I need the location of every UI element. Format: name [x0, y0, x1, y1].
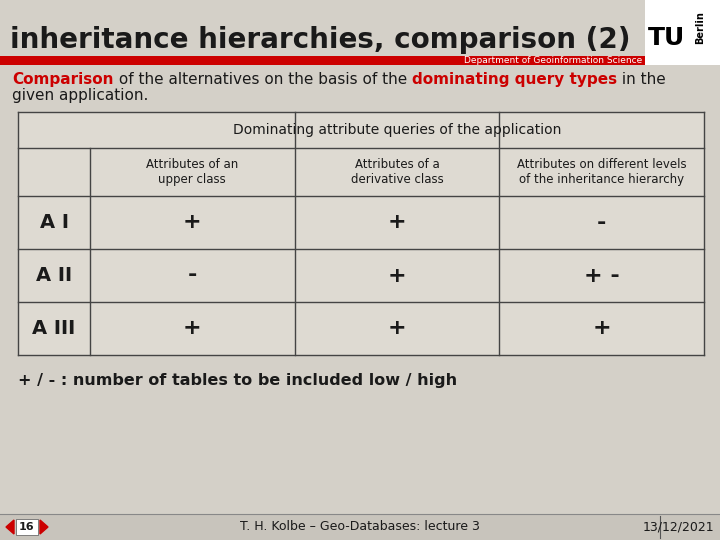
Text: Department of Geoinformation Science: Department of Geoinformation Science: [464, 56, 642, 65]
Text: Attributes of an
upper class: Attributes of an upper class: [146, 158, 238, 186]
Text: Berlin: Berlin: [695, 11, 705, 44]
Text: +: +: [387, 319, 406, 339]
Text: 13/12/2021: 13/12/2021: [642, 521, 714, 534]
Text: + / - : number of tables to be included low / high: + / - : number of tables to be included …: [18, 373, 457, 388]
Text: Comparison: Comparison: [12, 72, 114, 87]
Polygon shape: [40, 520, 48, 534]
Text: given application.: given application.: [12, 88, 148, 103]
Text: dominating query types: dominating query types: [412, 72, 617, 87]
Text: 16: 16: [19, 522, 35, 532]
Bar: [645, 0, 720, 65]
Text: +: +: [593, 319, 611, 339]
Text: A II: A II: [36, 266, 72, 285]
Polygon shape: [6, 520, 14, 534]
Text: + -: + -: [584, 266, 619, 286]
Text: A I: A I: [40, 213, 68, 232]
Text: +: +: [183, 213, 202, 233]
Text: of the alternatives on the basis of the: of the alternatives on the basis of the: [114, 72, 412, 87]
Text: Attributes on different levels
of the inheritance hierarchy: Attributes on different levels of the in…: [517, 158, 686, 186]
Text: A III: A III: [32, 319, 76, 338]
Text: Dominating attribute queries of the application: Dominating attribute queries of the appl…: [233, 123, 561, 137]
Text: inheritance hierarchies, comparison (2): inheritance hierarchies, comparison (2): [10, 26, 631, 54]
Text: T. H. Kolbe – Geo-Databases: lecture 3: T. H. Kolbe – Geo-Databases: lecture 3: [240, 521, 480, 534]
Bar: [18, 112, 704, 355]
Text: -: -: [597, 213, 606, 233]
Text: TU: TU: [649, 26, 685, 50]
Text: +: +: [387, 266, 406, 286]
Bar: [0, 514, 720, 540]
Bar: [0, 0, 720, 65]
Bar: [0, 56, 645, 65]
Text: +: +: [183, 319, 202, 339]
Text: Attributes of a
derivative class: Attributes of a derivative class: [351, 158, 444, 186]
Text: +: +: [387, 213, 406, 233]
Text: -: -: [188, 266, 197, 286]
Bar: [16, 519, 38, 535]
Text: in the: in the: [617, 72, 665, 87]
